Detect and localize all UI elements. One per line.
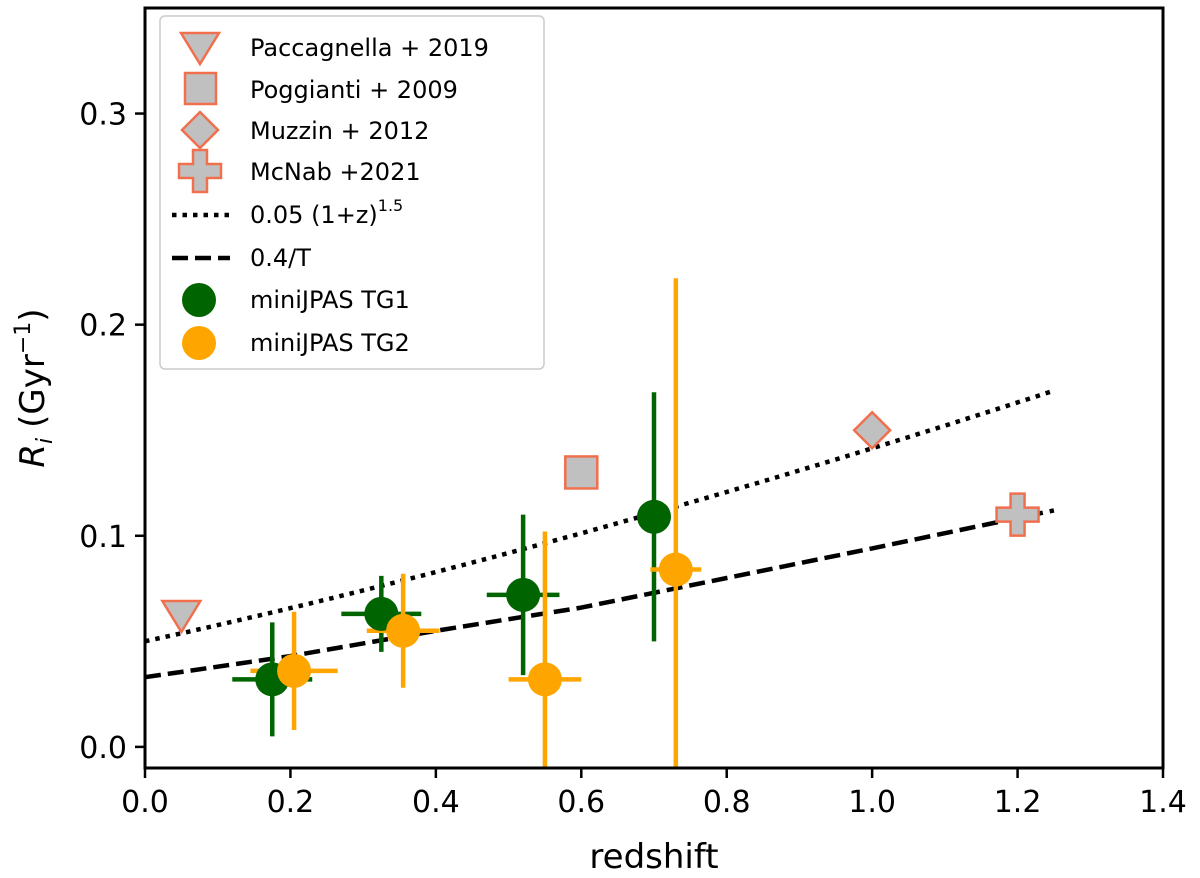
x-axis-title: redshift bbox=[589, 837, 718, 877]
x-tick-label: 0.6 bbox=[557, 785, 605, 820]
legend-entry-muzzin: Muzzin + 2012 bbox=[180, 110, 429, 150]
y-tick-label: 0.1 bbox=[79, 520, 127, 555]
y-axis-title: Ri (Gyr−1) bbox=[11, 308, 58, 467]
point-tg1 bbox=[506, 577, 541, 612]
legend-label-mcnab: McNab +2021 bbox=[250, 158, 421, 186]
legend-entry-tg2: miniJPAS TG2 bbox=[182, 326, 410, 360]
legend-label-tg1: miniJPAS TG1 bbox=[250, 286, 410, 314]
legend-marker-tg2 bbox=[182, 326, 216, 360]
y-axis-symbol: R bbox=[13, 444, 53, 468]
axis-ticks: 0.0 0.2 0.4 0.6 0.8 1.0 1.2 1.4 0.0 0.1 0.2 0.3 bbox=[79, 98, 1187, 820]
y-axis-unit: (Gyr bbox=[13, 354, 53, 428]
legend-box bbox=[159, 15, 545, 370]
y-tick-label: 0.3 bbox=[79, 98, 127, 133]
legend-entry-tg1: miniJPAS TG1 bbox=[182, 283, 410, 317]
y-axis-subscript: i bbox=[33, 438, 58, 444]
legend-marker-plus bbox=[177, 148, 223, 194]
legend-entry-dashed-curve: 0.4/T bbox=[172, 244, 311, 272]
legend-entry-poggianti: Poggianti + 2009 bbox=[183, 71, 458, 106]
point-tg2 bbox=[386, 613, 421, 648]
point-plus bbox=[995, 492, 1040, 537]
x-tick-label: 1.0 bbox=[848, 785, 896, 820]
x-tick-label: 0.0 bbox=[121, 785, 169, 820]
legend-entry-dotted-curve: 0.05 (1+z)1.5 bbox=[172, 196, 403, 229]
legend: Paccagnella + 2019 Poggianti + 2009 Muzz… bbox=[159, 15, 545, 370]
x-tick-label: 0.2 bbox=[267, 785, 315, 820]
curve-dashed bbox=[144, 508, 1055, 680]
x-tick-label: 0.4 bbox=[412, 785, 460, 820]
point-tg2 bbox=[658, 552, 693, 587]
legend-label-paccagnella: Paccagnella + 2019 bbox=[250, 34, 489, 62]
x-tick-label: 0.8 bbox=[703, 785, 751, 820]
y-tick-label: 0.0 bbox=[79, 731, 127, 766]
marker-layer bbox=[160, 410, 1040, 697]
legend-marker-square bbox=[183, 71, 218, 106]
x-tick-label: 1.4 bbox=[1139, 785, 1187, 820]
legend-label-poggianti: Poggianti + 2009 bbox=[250, 76, 458, 104]
legend-label-muzzin: Muzzin + 2012 bbox=[250, 117, 429, 145]
legend-marker-tg1 bbox=[182, 283, 216, 317]
legend-label-dotted-curve: 0.05 (1+z)1.5 bbox=[250, 196, 403, 229]
curves-layer bbox=[144, 388, 1055, 680]
plot-frame bbox=[143, 6, 1165, 770]
legend-marker-diamond bbox=[180, 110, 220, 150]
legend-marker-triangle-down bbox=[178, 31, 222, 67]
point-tg2 bbox=[277, 653, 312, 688]
point-diamond bbox=[852, 410, 892, 450]
y-axis-close: ) bbox=[13, 308, 53, 321]
point-square bbox=[564, 455, 599, 490]
x-tick-label: 1.2 bbox=[994, 785, 1042, 820]
point-tg1 bbox=[637, 499, 671, 534]
legend-label-tg2: miniJPAS TG2 bbox=[250, 329, 410, 357]
legend-label-dashed-curve: 0.4/T bbox=[250, 244, 311, 272]
y-tick-label: 0.2 bbox=[79, 309, 127, 344]
y-axis-exponent: −1 bbox=[11, 322, 36, 354]
point-triangle-down bbox=[160, 599, 203, 635]
legend-entry-mcnab: McNab +2021 bbox=[177, 148, 421, 194]
legend-entry-paccagnella: Paccagnella + 2019 bbox=[178, 31, 489, 67]
point-tg2 bbox=[527, 662, 562, 697]
